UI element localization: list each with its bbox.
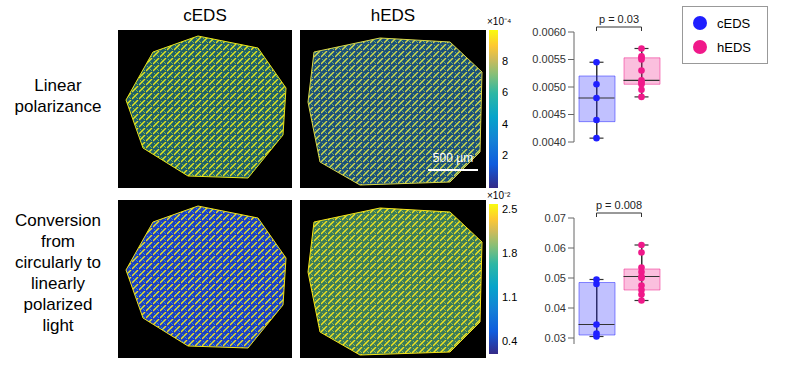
- html-text:cEDS: cEDS: [717, 15, 751, 31]
- html-text:6: 6: [502, 86, 509, 99]
- svg-text:p = 0.008: p = 0.008: [596, 199, 642, 211]
- html-text:hEDS: hEDS: [717, 39, 751, 55]
- svg-text:0.07: 0.07: [545, 212, 566, 224]
- html-text:1.1: 1.1: [502, 290, 518, 303]
- svg-text:0.0050: 0.0050: [532, 81, 566, 93]
- html-text:4: 4: [502, 117, 509, 130]
- html-text:2.5: 2.5: [502, 203, 518, 216]
- html-text:Linear polarizance: Linear polarizance: [14, 76, 102, 116]
- html-text:0.4: 0.4: [502, 334, 518, 347]
- svg-text:0.0055: 0.0055: [532, 53, 566, 65]
- html-text:Conversion from circularly to: Conversion from circularly to linearly p…: [15, 211, 101, 335]
- html-text:hEDS: hEDS: [370, 6, 416, 25]
- html-text:cEDS: cEDS: [183, 6, 227, 25]
- svg-text:0.0040: 0.0040: [532, 136, 566, 148]
- svg-text:500 µm: 500 µm: [433, 151, 473, 165]
- html-text:1.8: 1.8: [502, 247, 518, 259]
- svg-text:0.06: 0.06: [545, 242, 566, 254]
- html-text:×10⁻²: ×10⁻²: [487, 190, 511, 201]
- svg-text:0.04: 0.04: [545, 302, 566, 314]
- html-text:×10⁻⁴: ×10⁻⁴: [487, 16, 512, 27]
- html-text:8: 8: [502, 54, 509, 67]
- html-text:2: 2: [502, 149, 509, 162]
- svg-text:0.03: 0.03: [545, 332, 566, 344]
- svg-text:0.05: 0.05: [545, 272, 566, 284]
- svg-text:p = 0.03: p = 0.03: [599, 13, 639, 25]
- svg-text:0.0060: 0.0060: [532, 26, 566, 38]
- svg-text:0.0045: 0.0045: [532, 108, 566, 120]
